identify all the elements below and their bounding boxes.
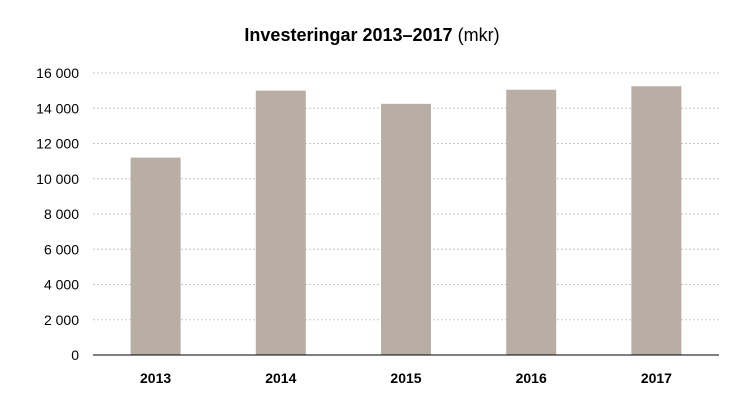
x-tick-label: 2017: [641, 370, 672, 386]
y-tick-label: 16 000: [36, 65, 79, 81]
x-tick-label: 2015: [390, 370, 421, 386]
bar-2013: [130, 157, 181, 355]
bar-2016: [506, 89, 557, 356]
bars: [130, 86, 682, 356]
y-tick-label: 14 000: [36, 100, 79, 116]
y-tick-label: 2 000: [44, 312, 79, 328]
y-tick-label: 6 000: [44, 241, 79, 257]
x-tick-label: 2013: [140, 370, 171, 386]
y-tick-label: 8 000: [44, 206, 79, 222]
bar-2015: [381, 103, 431, 355]
y-tick-labels: 0 2 000 4 000 6 000 8 000 10 000 12 000 14 000 1…: [36, 65, 79, 363]
chart-title: Investeringar 2013–2017: [244, 25, 453, 45]
y-tick-label: 10 000: [36, 171, 79, 187]
chart-title-unit: (mkr): [457, 25, 500, 45]
bar-2014: [255, 90, 306, 355]
y-tick-label: 12 000: [36, 136, 79, 152]
x-tick-label: 2016: [516, 370, 547, 386]
y-tick-label: 4 000: [44, 277, 79, 293]
x-tick-label: 2014: [265, 370, 296, 386]
y-tick-label: 0: [71, 347, 79, 363]
x-tick-labels: 2013 2014 2015 2016 2017: [140, 370, 672, 386]
bar-2017: [631, 86, 682, 355]
chart-title-container: Investeringar 2013–2017 (mkr): [0, 25, 744, 46]
